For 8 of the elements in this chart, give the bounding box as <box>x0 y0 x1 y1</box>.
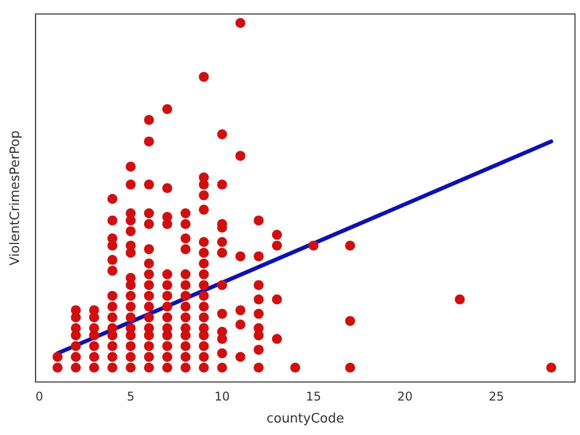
y-axis-title: ViolentCrimesPerPop <box>8 130 24 266</box>
x-tick-label: 20 <box>397 389 413 404</box>
x-tick-label: 25 <box>488 389 504 404</box>
x-tick-label: 5 <box>126 389 134 404</box>
x-tick-label: 15 <box>306 389 322 404</box>
x-tick-label: 0 <box>35 389 44 404</box>
x-axis-title: countyCode <box>266 412 344 427</box>
x-tick-label: 10 <box>214 389 230 404</box>
